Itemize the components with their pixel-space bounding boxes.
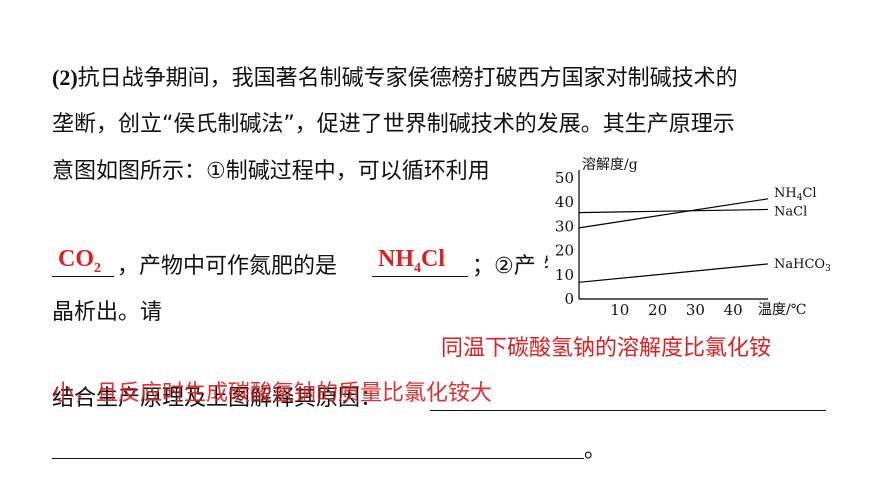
x-tick-label: 30 (686, 301, 705, 319)
question-text-6: 结合生产原理及上图解释其原因： (52, 386, 383, 411)
answer-co2: CO2 (58, 246, 101, 276)
question-text-7-end: 。 (584, 438, 607, 463)
y-tick-label: 30 (555, 217, 574, 235)
question-text-4-end: ；②产 (472, 254, 536, 279)
x-tick-label: 10 (610, 301, 629, 319)
blank-1 (52, 276, 114, 277)
question-text-4: ，产物中可作氮肥的是 (117, 254, 338, 279)
question-line-2: 垄断，创立“侯氏制碱法”，促进了世界制碱技术的发展。其生产原理示 (52, 111, 735, 139)
question-line-1: (2)抗日战争期间，我国著名制碱专家侯德榜打破西方国家对制碱技术的 (52, 64, 738, 93)
question-line-4: ，产物中可作氮肥的是 (117, 253, 337, 281)
answer-nh4cl: NH4Cl (378, 246, 445, 276)
series-label-nacl: NaCl (774, 204, 807, 219)
question-text-1: 抗日战争期间，我国著名制碱专家侯德榜打破西方国家对制碱技术的 (77, 66, 738, 91)
series-label-nh4cl: NH4Cl (774, 186, 817, 203)
question-line-5: 晶析出。请 (52, 299, 162, 327)
solubility-chart: 溶解度/g 温度/℃ 0 10 20 30 40 50 10 20 30 40 NH4ClNaC… (548, 150, 848, 320)
series-line-nh4cl (578, 198, 769, 229)
question-number: (2) (52, 65, 78, 90)
answer-reason-line-1: 同温下碳酸氢钠的溶解度比氯化铵 (441, 336, 772, 361)
answer-reason-line-2: 小，且反应时生成碳酸氢钠的质量比氯化铵大 (52, 381, 493, 406)
question-line-6: 结合生产原理及上图解释其原因： (52, 385, 382, 413)
series-line-nacl (578, 208, 769, 214)
x-tick-label: 20 (648, 301, 667, 319)
y-tick-label: 50 (555, 169, 574, 187)
x-tick-label: 40 (724, 301, 743, 319)
question-line-4-end: ；②产 (472, 253, 536, 281)
question-line-7: 。 (584, 437, 606, 465)
y-tick-label: 20 (555, 242, 574, 260)
x-axis-label: 温度/℃ (758, 302, 806, 318)
question-text-2: 垄断，创立“侯氏制碱法”，促进了世界制碱技术的发展。其生产原理示 (52, 112, 735, 137)
y-axis-label: 溶解度/g (582, 157, 638, 173)
question-text-3: 意图如图所示：①制碱过程中，可以循环利用 (52, 159, 490, 184)
blank-4 (52, 458, 584, 459)
y-tick-label: 40 (555, 193, 574, 211)
series-line-nahco3 (578, 263, 769, 283)
question-text-5: 晶析出。请 (52, 300, 163, 325)
y-tick-label: 0 (564, 290, 574, 308)
blank-2 (372, 276, 468, 277)
y-tick-label: 10 (555, 266, 574, 284)
series-label-nahco3: NaHCO3 (774, 257, 831, 274)
question-line-3: 意图如图所示：①制碱过程中，可以循环利用 (52, 158, 490, 186)
blank-3 (430, 410, 826, 411)
